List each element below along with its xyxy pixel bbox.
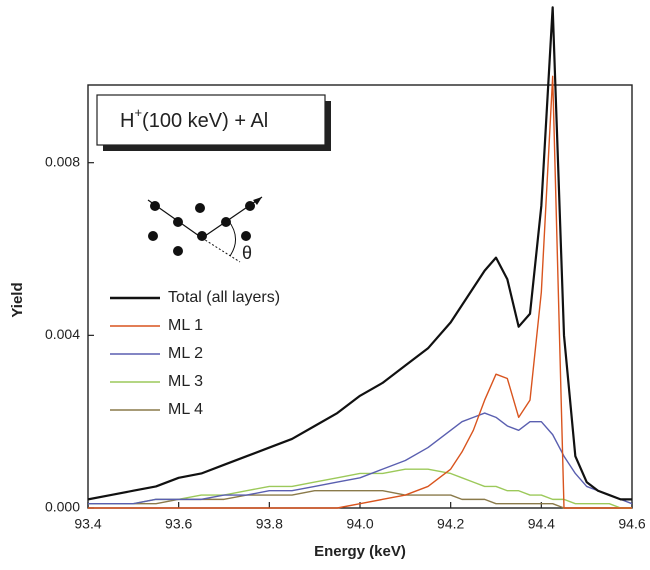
legend-label: ML 1: [168, 317, 203, 334]
legend-label: Total (all layers): [168, 289, 280, 306]
theta-label: θ: [242, 243, 252, 263]
chart-title: H+(100 keV) + Al: [120, 105, 268, 132]
series-line: [88, 412, 633, 505]
x-axis-title: Energy (keV): [314, 543, 406, 560]
x-tick-label: 93.8: [256, 516, 283, 532]
title-sup: +: [134, 105, 142, 120]
lattice-schematic: [147, 196, 263, 263]
legend-label: ML 2: [168, 345, 203, 362]
title-box: [96, 94, 326, 146]
x-tick-label: 94.6: [618, 516, 645, 532]
legend-label: ML 3: [168, 373, 203, 390]
y-axis-title: Yield: [9, 282, 26, 317]
title-rest: (100 keV) + Al: [142, 110, 268, 132]
y-tick-label: 0.004: [45, 326, 80, 342]
legend-label: ML 4: [168, 401, 203, 418]
series-line: [88, 468, 632, 509]
x-tick-label: 94.4: [528, 516, 555, 532]
x-tick-label: 94.2: [437, 516, 464, 532]
series-line: [87, 6, 632, 501]
series-line: [88, 75, 632, 509]
x-tick-label: 93.6: [165, 516, 192, 532]
title-base: H: [120, 110, 134, 132]
x-tick-label: 94.0: [346, 516, 373, 532]
x-tick-label: 93.4: [74, 516, 101, 532]
y-tick-label: 0.008: [45, 153, 80, 169]
y-tick-label: 0.000: [45, 499, 80, 515]
